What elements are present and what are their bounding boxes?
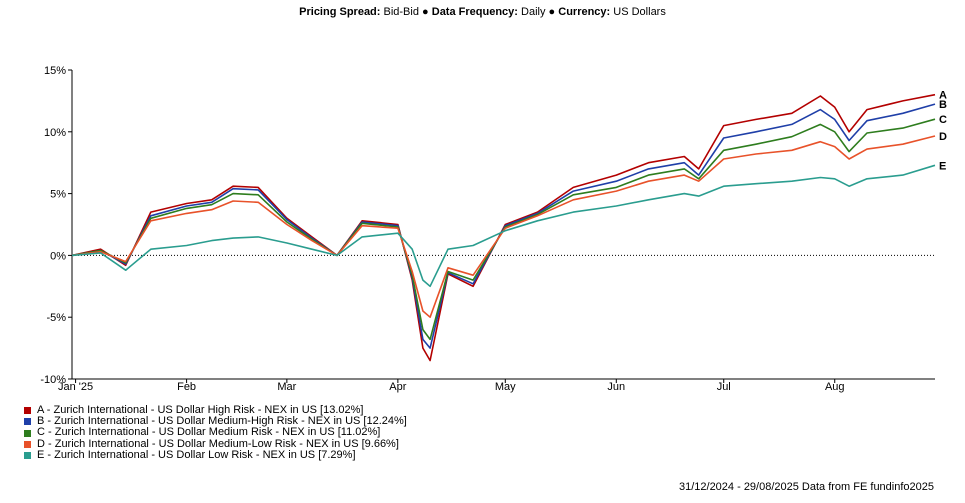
x-tick-label: Jul [717, 381, 731, 393]
series-end-label-c: C [939, 114, 947, 126]
legend-swatch-c [24, 429, 31, 437]
series-line-e [71, 164, 936, 288]
data-source-note: 31/12/2024 - 29/08/2025 Data from FE fun… [678, 481, 934, 493]
y-tick-label: -5% [46, 312, 66, 324]
chart-axes: 15% 10% 5% 0% -5% -10%Jan '25 Feb Mar Apr May Jun J… [40, 65, 935, 393]
legend-label-e: E - Zurich International - US Dollar Low… [37, 448, 356, 461]
y-tick-label: -10% [40, 374, 66, 386]
chart-series [71, 93, 936, 362]
y-tick-label: 15% [44, 65, 66, 77]
series-line-c [71, 118, 936, 341]
frequency-label: Data Frequency: [431, 6, 518, 18]
x-tick-label: Feb [177, 381, 196, 393]
legend-item-b[interactable]: B - Zurich International - US Dollar Med… [24, 415, 407, 428]
bullet-icon: ● [422, 6, 429, 18]
legend-swatch-b [24, 418, 31, 426]
chart-header: Pricing Spread: Bid-Bid ● Data Frequency… [0, 6, 965, 18]
spread-value: Bid-Bid [383, 6, 419, 18]
x-tick-label: Apr [389, 381, 406, 393]
y-tick-label: 0% [50, 250, 66, 262]
series-line-b [71, 103, 936, 349]
series-end-label-b: B [939, 99, 947, 111]
y-tick-label: 5% [50, 189, 66, 201]
legend-label-b: B - Zurich International - US Dollar Med… [37, 415, 407, 428]
legend-label-c: C - Zurich International - US Dollar Med… [37, 426, 381, 439]
legend-item-a[interactable]: A - Zurich International - US Dollar Hig… [24, 404, 407, 416]
legend-swatch-d [24, 440, 31, 448]
legend-label-a: A - Zurich International - US Dollar Hig… [37, 404, 364, 416]
series-end-label-a: A [939, 90, 947, 102]
frequency-value: Daily [521, 6, 546, 18]
legend-label-d: D - Zurich International - US Dollar Med… [37, 437, 399, 450]
x-tick-label: Aug [825, 381, 845, 393]
series-line-d [71, 135, 936, 319]
x-tick-label: May [495, 381, 516, 393]
legend-swatch-a [24, 407, 31, 415]
x-tick-label: Jun [607, 381, 625, 393]
currency-value: US Dollars [613, 6, 666, 18]
series-end-label-d: D [939, 131, 947, 143]
legend-item-d[interactable]: D - Zurich International - US Dollar Med… [24, 437, 407, 450]
chart-legend: A - Zurich International - US Dollar Hig… [24, 404, 407, 461]
legend-item-c[interactable]: C - Zurich International - US Dollar Med… [24, 427, 407, 438]
series-end-label-e: E [939, 160, 946, 172]
series-line-a [71, 93, 936, 362]
x-tick-label: Jan '25 [58, 381, 93, 393]
legend-swatch-e [24, 451, 31, 459]
y-tick-label: 10% [44, 127, 66, 139]
x-tick-label: Mar [277, 381, 296, 393]
legend-item-e[interactable]: E - Zurich International - US Dollar Low… [24, 448, 407, 461]
currency-label: Currency: [558, 6, 611, 18]
spread-label: Pricing Spread: [299, 6, 381, 18]
line-chart: 15% 10% 5% 0% -5% -10%Jan '25 Feb Mar Apr May Jun J… [40, 65, 947, 393]
bullet-icon: ● [548, 6, 556, 18]
